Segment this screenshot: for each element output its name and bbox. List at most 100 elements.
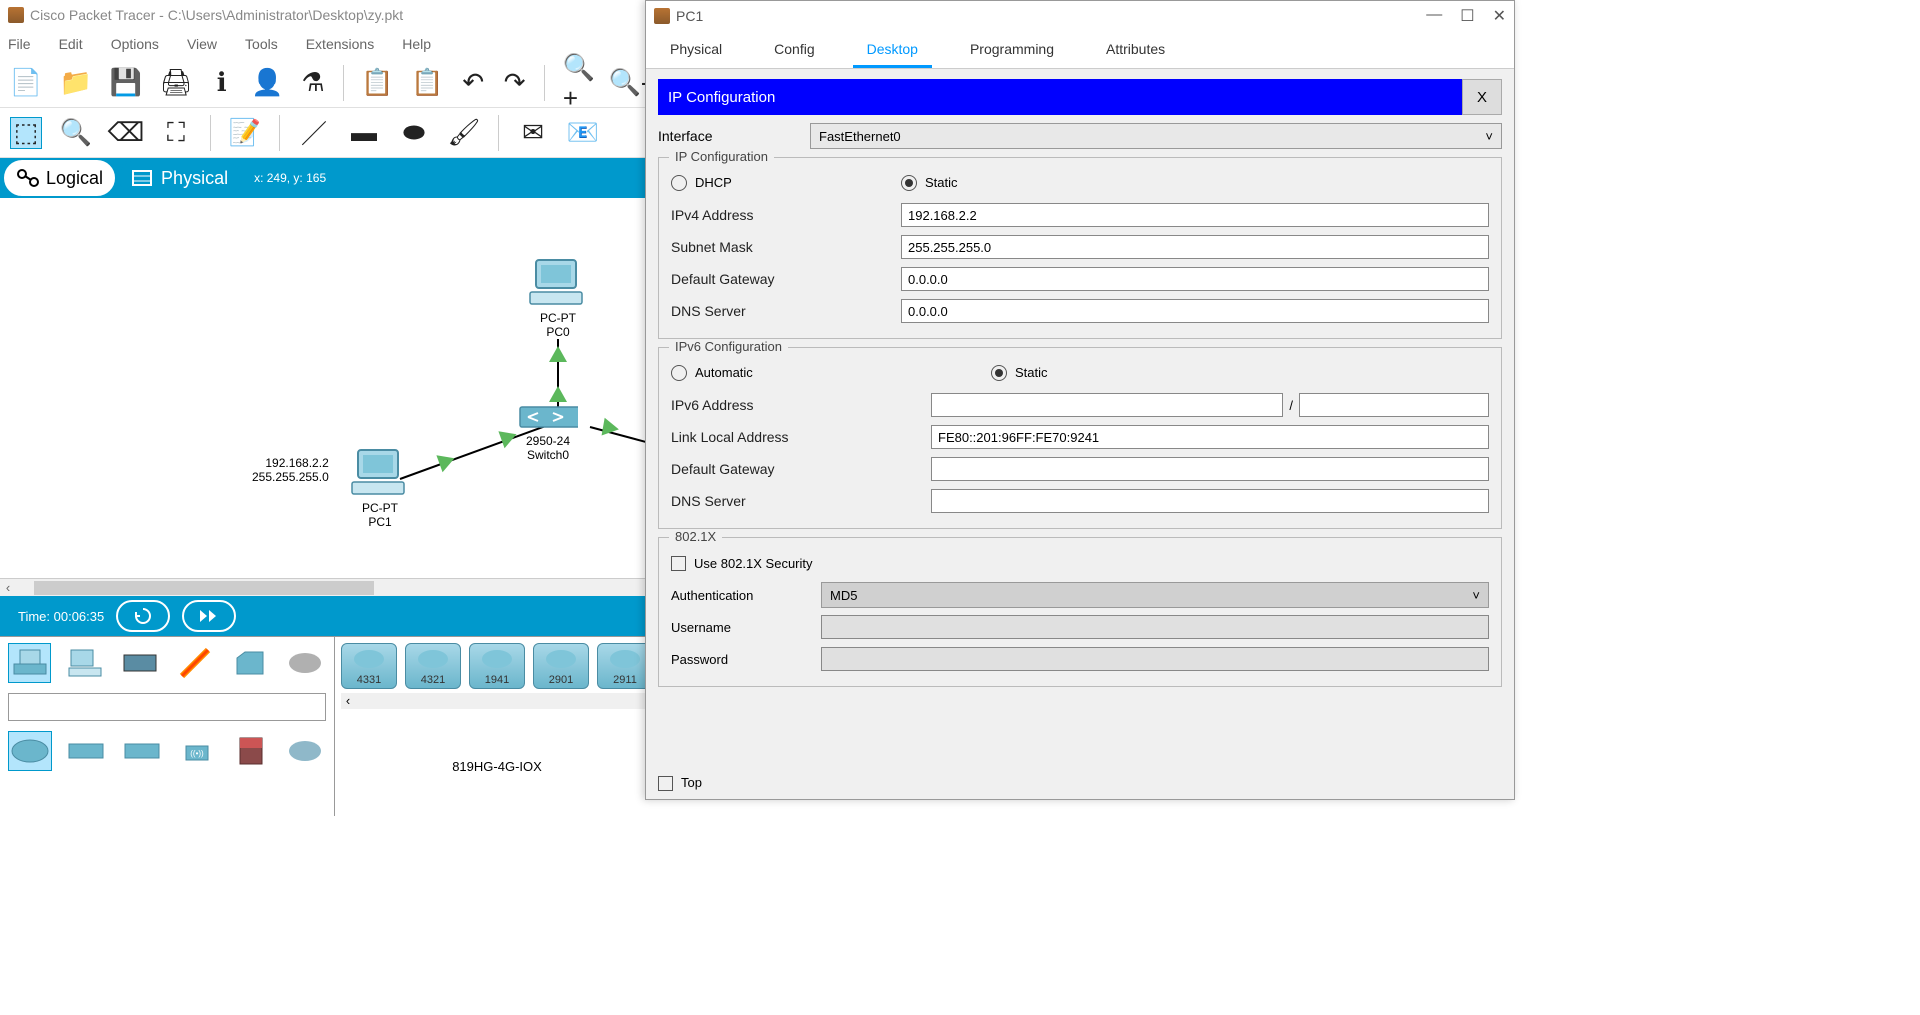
subcategory-hubs[interactable] <box>120 731 164 771</box>
wizard-icon[interactable]: ⚗ <box>301 67 324 99</box>
print-icon[interactable]: 🖨 <box>160 67 192 99</box>
info-icon[interactable]: ℹ <box>210 67 233 99</box>
select-icon[interactable]: ⬚ <box>10 117 42 149</box>
default-gateway-input[interactable] <box>901 267 1489 291</box>
pc1-titlebar[interactable]: PC1 — ☐ ✕ <box>646 1 1514 31</box>
subcategory-wan[interactable] <box>284 731 326 771</box>
prefix-slash: / <box>1289 398 1293 413</box>
tab-physical[interactable]: Physical <box>656 33 736 68</box>
palette-search-input[interactable] <box>8 693 326 721</box>
authentication-select[interactable]: MD5˅ <box>821 582 1489 608</box>
subcategory-switches[interactable] <box>64 731 108 771</box>
undo-icon[interactable]: ↶ <box>462 67 485 99</box>
password-input[interactable] <box>821 647 1489 671</box>
logical-view-toggle[interactable]: Logical <box>2 158 117 198</box>
ipv6-auto-radio[interactable] <box>671 365 687 381</box>
menu-view[interactable]: View <box>187 36 217 52</box>
ipv6-static-radio[interactable] <box>991 365 1007 381</box>
tab-config[interactable]: Config <box>760 33 828 68</box>
copy-icon[interactable]: 📋 <box>362 67 394 99</box>
inspect-icon[interactable]: 🔍 <box>60 117 92 149</box>
use-8021x-label: Use 802.1X Security <box>694 556 813 571</box>
tab-desktop[interactable]: Desktop <box>853 33 932 68</box>
freeform-icon[interactable]: 🖌 <box>448 117 480 149</box>
category-misc[interactable] <box>228 643 271 683</box>
router-label: 2901 <box>549 674 573 686</box>
cursor-coordinates: x: 249, y: 165 <box>254 171 326 185</box>
category-end-devices[interactable] <box>63 643 106 683</box>
ipv6-dns-input[interactable] <box>931 489 1489 513</box>
category-multiuser[interactable] <box>283 643 326 683</box>
view-bar: Logical Physical x: 249, y: 165 <box>0 158 645 198</box>
reset-time-button[interactable] <box>116 600 170 632</box>
pdu-complex-icon[interactable]: 📧 <box>567 117 599 149</box>
ipv6-dns-label: DNS Server <box>671 493 931 509</box>
close-button[interactable]: ✕ <box>1493 6 1506 26</box>
paste-icon[interactable]: 📋 <box>412 67 444 99</box>
pdu-simple-icon[interactable]: ✉ <box>517 117 549 149</box>
new-icon[interactable]: 📄 <box>10 67 42 99</box>
router-1941[interactable]: 1941 <box>469 643 525 689</box>
router-4331[interactable]: 4331 <box>341 643 397 689</box>
menu-tools[interactable]: Tools <box>245 36 278 52</box>
device-switch0[interactable]: 2950-24 Switch0 <box>518 403 578 462</box>
simulation-bar: Time: 00:06:35 <box>0 596 645 636</box>
redo-icon[interactable]: ↷ <box>503 67 526 99</box>
physical-view-toggle[interactable]: Physical <box>117 158 242 198</box>
use-8021x-checkbox[interactable] <box>671 556 686 571</box>
topology-canvas[interactable]: PC-PT PC0 2950-24 Switch0 PC-PT PC1 192.… <box>0 198 645 578</box>
line-icon[interactable]: ／ <box>298 117 330 149</box>
device-pc1[interactable]: PC-PT PC1 <box>350 448 410 529</box>
menu-extensions[interactable]: Extensions <box>306 36 374 52</box>
tab-attributes[interactable]: Attributes <box>1092 33 1179 68</box>
category-components[interactable] <box>118 643 161 683</box>
subnet-mask-input[interactable] <box>901 235 1489 259</box>
dhcp-radio[interactable] <box>671 175 687 191</box>
minimize-button[interactable]: — <box>1426 6 1442 26</box>
open-icon[interactable]: 📁 <box>60 67 92 99</box>
fastforward-icon <box>198 608 220 624</box>
router-label: 4331 <box>357 674 381 686</box>
router-2901[interactable]: 2901 <box>533 643 589 689</box>
rect-icon[interactable]: ▬ <box>348 117 380 149</box>
menu-edit[interactable]: Edit <box>59 36 83 52</box>
zoomout-icon[interactable]: 🔍- <box>613 67 645 99</box>
static-radio[interactable] <box>901 175 917 191</box>
scroll-thumb[interactable] <box>34 581 374 595</box>
link-local-label: Link Local Address <box>671 429 931 445</box>
tab-programming[interactable]: Programming <box>956 33 1068 68</box>
canvas-hscroll[interactable]: ‹ <box>0 578 645 596</box>
authentication-value: MD5 <box>830 588 857 603</box>
menu-options[interactable]: Options <box>111 36 159 52</box>
maximize-button[interactable]: ☐ <box>1460 6 1474 26</box>
palette-hscroll[interactable]: ‹ <box>341 693 653 709</box>
menu-help[interactable]: Help <box>402 36 431 52</box>
subcategory-routers[interactable] <box>8 731 52 771</box>
activity-icon[interactable]: 👤 <box>251 67 283 99</box>
router-4321[interactable]: 4321 <box>405 643 461 689</box>
category-network-devices[interactable] <box>8 643 51 683</box>
ipv4-address-input[interactable] <box>901 203 1489 227</box>
interface-select[interactable]: FastEthernet0 ˅ <box>810 123 1502 149</box>
category-connections[interactable] <box>173 643 216 683</box>
ipv6-gateway-input[interactable] <box>931 457 1489 481</box>
delete-icon[interactable]: ⌫ <box>110 117 142 149</box>
save-icon[interactable]: 💾 <box>110 67 142 99</box>
link-local-input[interactable] <box>931 425 1489 449</box>
dns-server-input[interactable] <box>901 299 1489 323</box>
scroll-left-icon[interactable]: ‹ <box>0 580 16 595</box>
resize-icon[interactable]: ⛶ <box>160 117 192 149</box>
subcategory-security[interactable] <box>230 731 272 771</box>
top-checkbox[interactable] <box>658 776 673 791</box>
ellipse-icon[interactable]: ⬬ <box>398 117 430 149</box>
device-pc0[interactable]: PC-PT PC0 <box>528 258 588 339</box>
menu-file[interactable]: File <box>8 36 31 52</box>
zoomin-icon[interactable]: 🔍+ <box>563 67 595 99</box>
subcategory-wireless[interactable]: ((•)) <box>176 731 218 771</box>
panel-close-button[interactable]: X <box>1462 79 1502 115</box>
note-icon[interactable]: 📝 <box>229 117 261 149</box>
ipv6-address-input[interactable] <box>931 393 1283 417</box>
ipv6-prefix-input[interactable] <box>1299 393 1489 417</box>
username-input[interactable] <box>821 615 1489 639</box>
fast-forward-button[interactable] <box>182 600 236 632</box>
